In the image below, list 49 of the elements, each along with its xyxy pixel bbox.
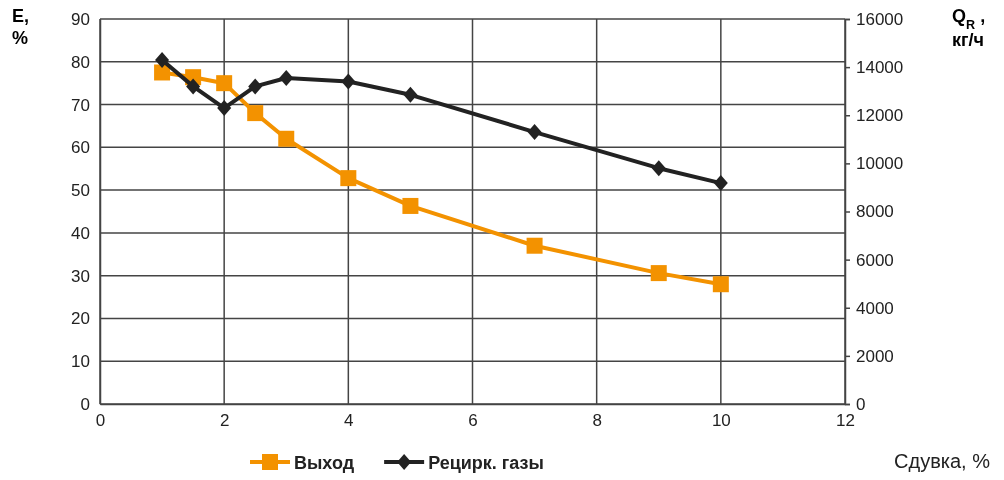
y2-tick-label: 4000: [856, 298, 894, 318]
point: [527, 124, 542, 141]
point: [712, 276, 729, 293]
y2-tick-label: 6000: [856, 250, 894, 270]
point: [155, 51, 170, 68]
point: [526, 237, 543, 254]
y-tick-label: 60: [71, 138, 90, 158]
y-tick-label: 40: [71, 223, 90, 243]
y-tick-label: 30: [71, 266, 90, 286]
point: [340, 170, 357, 187]
x-tick-label: 0: [95, 411, 106, 431]
x-tick-label: 4: [344, 411, 354, 431]
point: [278, 130, 295, 147]
x-tick-label: 6: [468, 411, 478, 431]
point: [341, 73, 356, 90]
legend-label: Выход: [294, 453, 355, 473]
point: [216, 75, 233, 92]
point: [402, 197, 419, 214]
y2-tick-label: 16000: [856, 9, 904, 29]
point: [217, 100, 232, 117]
point: [279, 69, 294, 86]
y-tick-label: 20: [71, 309, 90, 329]
point: [403, 86, 418, 103]
point: [650, 265, 667, 282]
y-axis-title: E, %: [12, 6, 30, 48]
point: [248, 78, 263, 95]
point: [247, 105, 264, 122]
y2-tick-label: 8000: [856, 202, 894, 222]
y-tick-label: 90: [71, 9, 90, 29]
x-tick-label: 2: [219, 411, 230, 431]
x-tick-label: 10: [711, 411, 731, 431]
legend-label: Рецирк. газы: [428, 453, 544, 473]
y-tick-label: 50: [71, 181, 90, 201]
y2-tick-label: 12000: [856, 106, 904, 126]
y2-tick-label: 0: [856, 394, 866, 414]
y-tick-label: 80: [71, 52, 90, 72]
x-tick-label: 12: [836, 411, 855, 431]
x-axis-title: Сдувка, %: [894, 450, 991, 472]
x-tick-label: 8: [592, 411, 602, 431]
point: [651, 160, 666, 177]
y2-tick-label: 2000: [856, 346, 894, 366]
y-tick-label: 0: [80, 394, 90, 414]
y2-axis-title: Q$_{R}$ , кг/ч: [952, 6, 986, 50]
y-tick-label: 70: [71, 95, 90, 115]
point: [186, 78, 201, 95]
y-tick-label: 10: [71, 352, 90, 372]
y2-tick-label: 10000: [856, 154, 904, 174]
point: [713, 175, 728, 192]
y2-tick-label: 14000: [856, 58, 904, 78]
